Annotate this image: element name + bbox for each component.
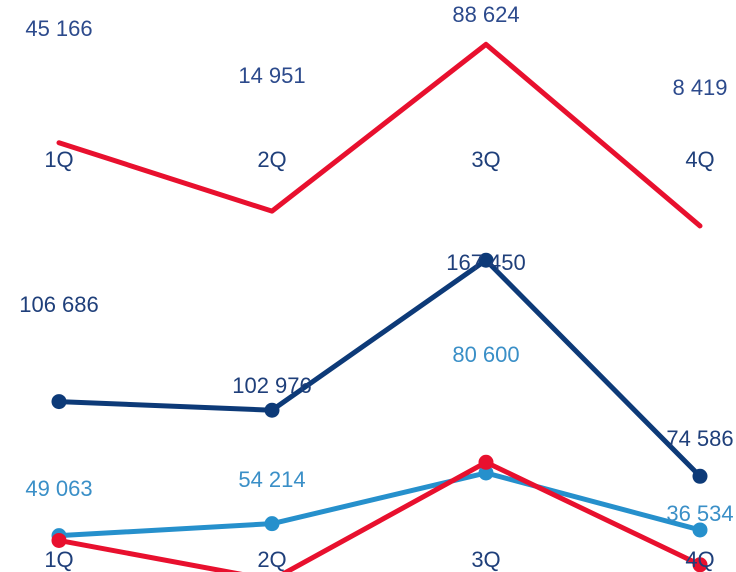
- bottom-category-label-1Q: 1Q: [44, 547, 73, 572]
- top-series-1-data-label-3Q: 88 624: [452, 2, 519, 27]
- top-series-1-data-label-4Q: 8 419: [672, 75, 727, 100]
- bottom-series-1-line: [56, 257, 703, 479]
- top-category-label-4Q: 4Q: [685, 147, 714, 172]
- bottom-series-1-point-3Q: [478, 252, 494, 268]
- bottom-series-1-point-1Q: [51, 394, 67, 410]
- bottom-category-label-4Q: 4Q: [685, 547, 714, 572]
- bottom-series-2-point-2Q: [264, 516, 280, 532]
- bottom-series-3-data-label-4Q: 36 534: [666, 501, 733, 526]
- bottom-series-2-point-4Q: [692, 522, 708, 538]
- bottom-series-3-point-4Q: [692, 557, 708, 572]
- top-series-1-data-label-1Q: 45 166: [25, 16, 92, 41]
- top-category-label-2Q: 2Q: [257, 147, 286, 172]
- bottom-series-2-data-label-2Q: 54 214: [238, 467, 305, 492]
- top-series-1-line: [56, 41, 703, 229]
- bottom-series-3-line: [56, 459, 703, 572]
- bottom-series-1-point-2Q: [264, 402, 280, 418]
- bottom-category-label-3Q: 3Q: [471, 547, 500, 572]
- bottom-line-chart: 106 686 102 976 167 450 74 586 49 063 54 214 8…: [19, 250, 734, 572]
- bottom-series-3-point-3Q: [478, 454, 494, 470]
- bottom-series-2-point-3Q: [478, 465, 494, 481]
- bottom-series-1-data-label-4Q: 74 586: [666, 426, 733, 451]
- bottom-series-2-line: [56, 470, 703, 539]
- bottom-series-3-point-1Q: [51, 532, 67, 548]
- bottom-series-2-data-label-1Q: 49 063: [25, 476, 92, 501]
- top-series-1-data-label-2Q: 14 951: [238, 63, 305, 88]
- bottom-category-label-2Q: 2Q: [257, 547, 286, 572]
- bottom-series-1-point-4Q: [692, 468, 708, 484]
- top-line-chart: 45 166 14 951 88 624 8 419 1Q 2Q 3Q 4Q: [25, 2, 728, 229]
- bottom-series-3-data-label-3Q: 80 600: [452, 342, 519, 367]
- bottom-series-1-data-label-3Q: 167 450: [446, 250, 526, 275]
- top-category-label-1Q: 1Q: [44, 147, 73, 172]
- bottom-series-1-data-label-1Q: 106 686: [19, 292, 99, 317]
- bottom-series-1-data-label-2Q: 102 976: [232, 373, 312, 398]
- top-category-label-3Q: 3Q: [471, 147, 500, 172]
